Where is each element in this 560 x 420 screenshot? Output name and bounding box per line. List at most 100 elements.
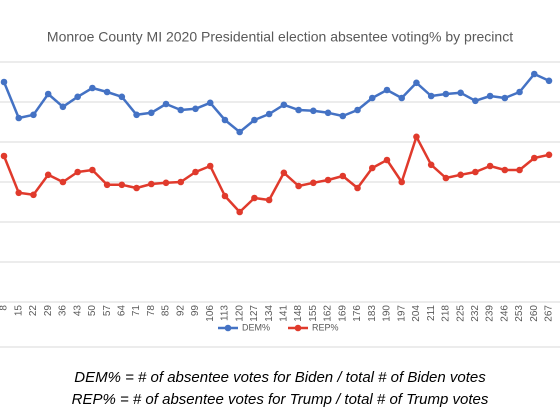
data-point (368, 164, 376, 172)
x-tick-label: 134 (264, 305, 275, 322)
data-point (265, 110, 273, 118)
x-tick-label: 120 (234, 305, 245, 322)
data-point (30, 111, 37, 119)
data-point (74, 93, 81, 101)
data-point (133, 111, 140, 119)
data-point (545, 77, 553, 85)
data-point (516, 166, 523, 174)
data-point (310, 179, 317, 187)
x-tick-label: 155 (308, 305, 319, 322)
data-point (501, 166, 509, 174)
data-point (15, 114, 23, 122)
x-tick-label: 162 (323, 305, 334, 322)
data-point (162, 100, 170, 108)
data-point (44, 171, 52, 179)
x-tick-label: 36 (58, 305, 69, 317)
data-point (354, 184, 361, 192)
data-point (442, 90, 450, 98)
data-point (486, 92, 494, 100)
chart-title: Monroe County MI 2020 Presidential elect… (47, 29, 513, 45)
x-tick-label: 85 (161, 305, 172, 317)
data-point (251, 116, 258, 124)
x-tick-label: 197 (396, 305, 407, 322)
data-point (368, 94, 376, 102)
data-point (310, 107, 317, 115)
x-tick-label: 78 (146, 305, 157, 317)
data-point (206, 99, 214, 107)
data-point (516, 88, 523, 96)
data-point (103, 88, 111, 96)
data-point (206, 162, 214, 170)
data-point (545, 151, 553, 159)
x-tick-label: 106 (205, 305, 216, 322)
x-tick-label: 71 (131, 305, 142, 317)
data-point (251, 194, 258, 202)
legend-marker (224, 324, 232, 332)
x-tick-label: 253 (514, 305, 525, 322)
x-tick-label: 99 (190, 305, 201, 317)
data-point (457, 171, 464, 179)
x-tick-label: 211 (426, 305, 437, 321)
data-point (427, 92, 435, 100)
data-point (295, 182, 302, 190)
data-point (339, 172, 347, 180)
data-point (59, 178, 67, 186)
data-point (236, 128, 243, 136)
x-tick-label: 183 (367, 305, 378, 322)
data-point (192, 168, 199, 176)
x-tick-label: 64 (116, 305, 127, 317)
data-point (265, 196, 273, 204)
x-tick-label: 246 (499, 305, 510, 322)
data-point (383, 156, 391, 164)
x-tick-label: 29 (43, 305, 54, 317)
x-tick-label: 239 (485, 305, 496, 322)
data-point (177, 106, 185, 114)
data-point (339, 112, 347, 120)
data-point (530, 154, 538, 162)
x-tick-label: 260 (529, 305, 540, 322)
data-point (398, 178, 406, 186)
x-tick-label: 176 (352, 305, 363, 322)
data-point (118, 181, 126, 189)
legend-label: REP% (312, 322, 339, 332)
data-point (44, 90, 52, 98)
x-tick-label: 232 (470, 305, 481, 322)
data-point (413, 133, 420, 141)
data-point (133, 184, 140, 192)
data-point (324, 176, 332, 184)
data-point (30, 191, 37, 199)
caption: REP% = # of absentee votes for Trump / t… (72, 391, 489, 408)
x-tick-label: 113 (220, 305, 231, 321)
x-tick-label: 22 (28, 305, 39, 317)
x-tick-label: 50 (87, 305, 98, 317)
data-point (354, 106, 361, 114)
x-tick-label: 218 (441, 305, 452, 322)
data-point (89, 166, 96, 174)
data-point (0, 78, 8, 86)
data-point (89, 84, 96, 92)
data-point (398, 94, 406, 102)
data-point (148, 109, 155, 117)
x-tick-label: 43 (72, 305, 83, 317)
legend-label: DEM% (242, 322, 270, 332)
data-point (0, 152, 8, 160)
data-point (221, 192, 229, 200)
x-tick-label: 127 (249, 305, 260, 322)
x-tick-label: 169 (337, 305, 348, 322)
data-point (472, 168, 479, 176)
data-point (295, 106, 302, 114)
data-point (427, 161, 435, 169)
data-point (162, 179, 170, 187)
data-point (486, 162, 494, 170)
x-tick-label: 267 (544, 305, 555, 322)
x-tick-label: 15 (13, 305, 24, 317)
data-point (148, 180, 155, 188)
data-point (457, 89, 464, 97)
data-point (103, 181, 111, 189)
x-tick-label: 57 (102, 305, 113, 317)
x-tick-label: 148 (293, 305, 304, 322)
data-point (530, 70, 538, 78)
data-point (236, 208, 243, 216)
x-tick-label: 92 (175, 305, 186, 317)
